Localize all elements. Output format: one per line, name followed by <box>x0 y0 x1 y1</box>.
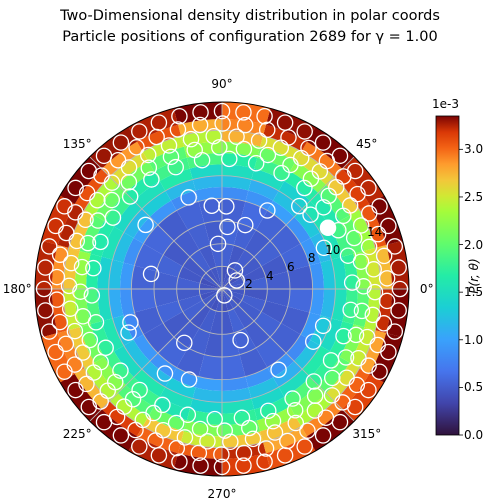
colorbar-tick-label: 0.0 <box>464 428 483 442</box>
radius-tick-label: 6 <box>287 260 295 274</box>
colorbar-tick-label: 1.0 <box>464 333 483 347</box>
radius-tick-label: 8 <box>308 251 316 265</box>
angle-tick-label: 270° <box>208 487 237 501</box>
chart-title-line-1: Two-Dimensional density distribution in … <box>0 8 500 24</box>
colorbar-tick-label: 0.5 <box>464 380 483 394</box>
radius-tick-label: 2 <box>245 277 253 291</box>
angle-tick-label: 315° <box>352 427 381 441</box>
chart-title-line-2: Particle positions of configuration 2689… <box>0 29 500 45</box>
colorbar-exponent: 1e-3 <box>432 97 459 111</box>
colorbar-tick-label: 3.0 <box>464 142 483 156</box>
colorbar <box>436 116 459 435</box>
angle-tick-label: 45° <box>356 137 377 151</box>
angle-tick-label: 180° <box>3 282 32 296</box>
angle-tick-label: 0° <box>420 282 434 296</box>
radius-tick-label: 10 <box>325 243 340 257</box>
colorbar-tick-label: 2.5 <box>464 190 483 204</box>
radius-tick-label: 4 <box>266 269 274 283</box>
radius-tick-label: 14 <box>367 225 382 239</box>
angle-tick-label: 135° <box>63 137 92 151</box>
highlighted-particle <box>320 220 335 235</box>
angle-tick-label: 225° <box>63 427 92 441</box>
colorbar-tick-label: 2.0 <box>464 238 483 252</box>
colorbar-label: P(r, θ) <box>467 258 481 293</box>
angle-tick-label: 90° <box>211 77 232 91</box>
colorbar-ticks <box>459 149 463 435</box>
